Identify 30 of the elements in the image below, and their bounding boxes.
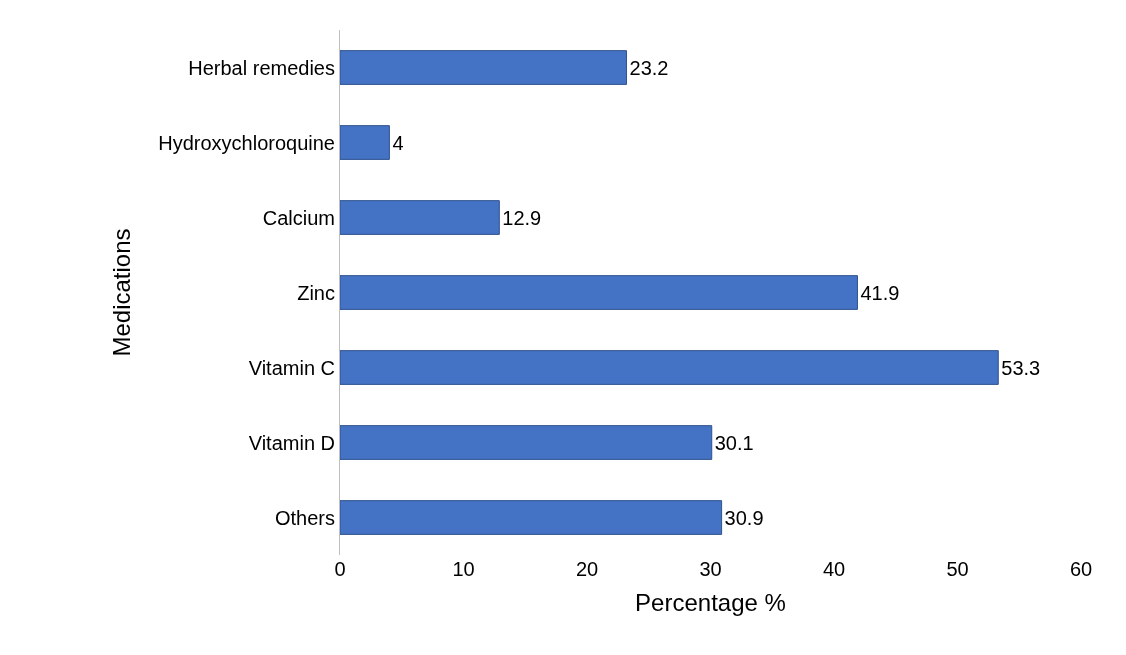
- y-tick-label: Hydroxychloroquine: [158, 131, 335, 154]
- x-tick-label: 60: [1069, 558, 1093, 580]
- bar: [340, 50, 628, 85]
- y-tick-label: Zinc: [297, 281, 335, 304]
- y-tick-label: Others: [274, 506, 335, 529]
- data-label: 23.2: [629, 56, 669, 79]
- y-tick-label: Herbal remedies: [188, 56, 335, 79]
- data-label: 30.1: [714, 431, 754, 454]
- x-tick-label: 0: [334, 558, 346, 580]
- bar: [340, 125, 390, 160]
- data-label: 53.3: [1001, 356, 1041, 379]
- bar: [340, 350, 999, 385]
- x-tick-label: 20: [575, 558, 599, 580]
- x-tick-label: 40: [822, 558, 846, 580]
- y-tick-label: Calcium: [262, 206, 335, 229]
- data-label: 12.9: [502, 206, 542, 229]
- x-axis-title: Percentage %: [635, 589, 786, 617]
- data-label: 4: [392, 131, 404, 154]
- bar: [340, 200, 500, 235]
- bar: [340, 500, 723, 535]
- y-axis-title: Medications: [108, 228, 136, 357]
- x-tick-label: 30: [699, 558, 722, 580]
- x-tick-label: 10: [452, 558, 475, 580]
- data-label: 30.9: [724, 506, 764, 529]
- y-tick-label: Vitamin D: [248, 431, 335, 454]
- data-label: 41.9: [860, 281, 900, 304]
- bar: [340, 425, 713, 460]
- y-tick-label: Vitamin C: [248, 356, 335, 379]
- bar: [340, 275, 858, 310]
- x-tick-label: 50: [946, 558, 969, 580]
